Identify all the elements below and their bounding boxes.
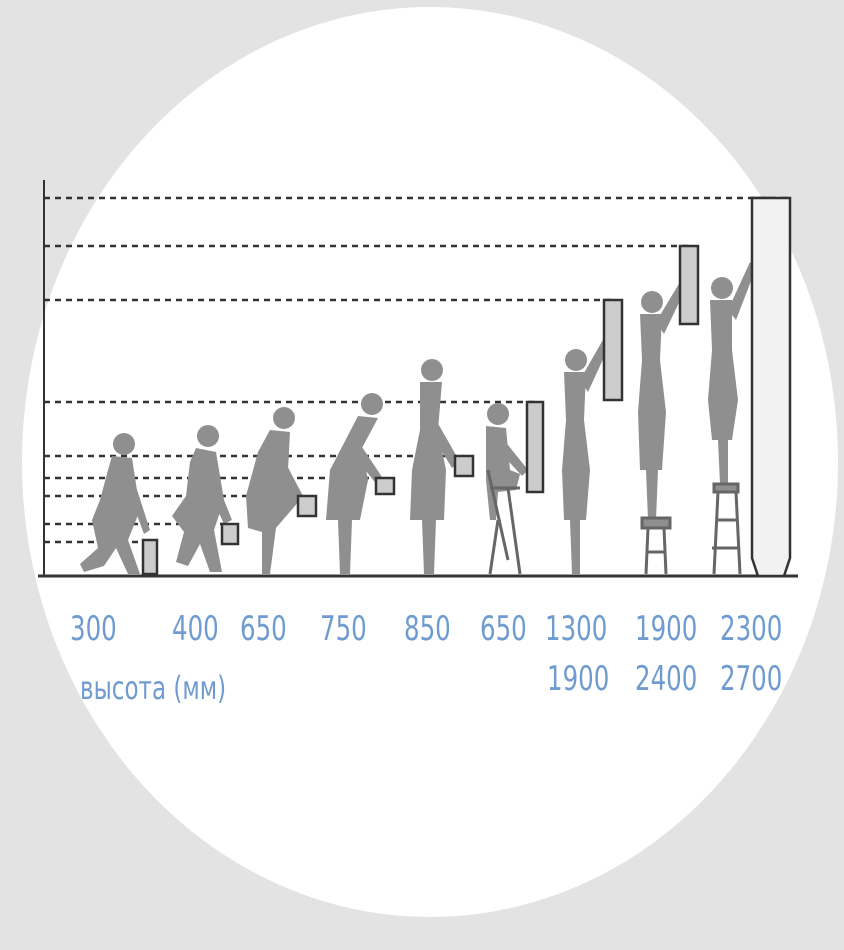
person-standing-5 [410, 359, 460, 574]
storage-box-6 [525, 400, 545, 494]
units-caption: высота (мм) [80, 669, 227, 707]
height-label-2: 400 [172, 609, 219, 649]
silhouettes [80, 262, 756, 574]
storage-box-4 [374, 476, 396, 496]
storage-box-7 [602, 298, 624, 402]
storage-box-3 [296, 494, 318, 518]
person-bending-4 [326, 393, 384, 574]
storage-box-2 [220, 522, 240, 546]
stool [640, 516, 672, 575]
height-label-8-max: 2400 [635, 659, 698, 699]
height-label-8: 1900 [635, 609, 698, 649]
height-label-9: 2300 [720, 609, 783, 649]
chair [486, 469, 522, 575]
tall-cabinet [750, 196, 792, 578]
storage-box-8 [678, 244, 700, 326]
person-on-ladder-9 [708, 262, 756, 484]
height-label-3: 650 [240, 609, 287, 649]
storage-box-5 [453, 454, 475, 478]
person-on-stool-8 [638, 282, 686, 520]
height-label-4: 750 [320, 609, 367, 649]
height-label-7: 1300 [545, 609, 608, 649]
storage-box-1 [141, 538, 159, 576]
person-bending-3 [246, 407, 304, 574]
height-label-5: 850 [404, 609, 451, 649]
person-crouching-1 [80, 433, 150, 574]
person-crouching-2 [172, 425, 232, 572]
person-reaching-7 [562, 338, 610, 574]
height-label-1: 300 [70, 609, 117, 649]
height-label-7-max: 1900 [547, 659, 610, 699]
height-label-6: 650 [480, 609, 527, 649]
step-ladder [712, 482, 742, 575]
height-label-9-max: 2700 [720, 659, 783, 699]
